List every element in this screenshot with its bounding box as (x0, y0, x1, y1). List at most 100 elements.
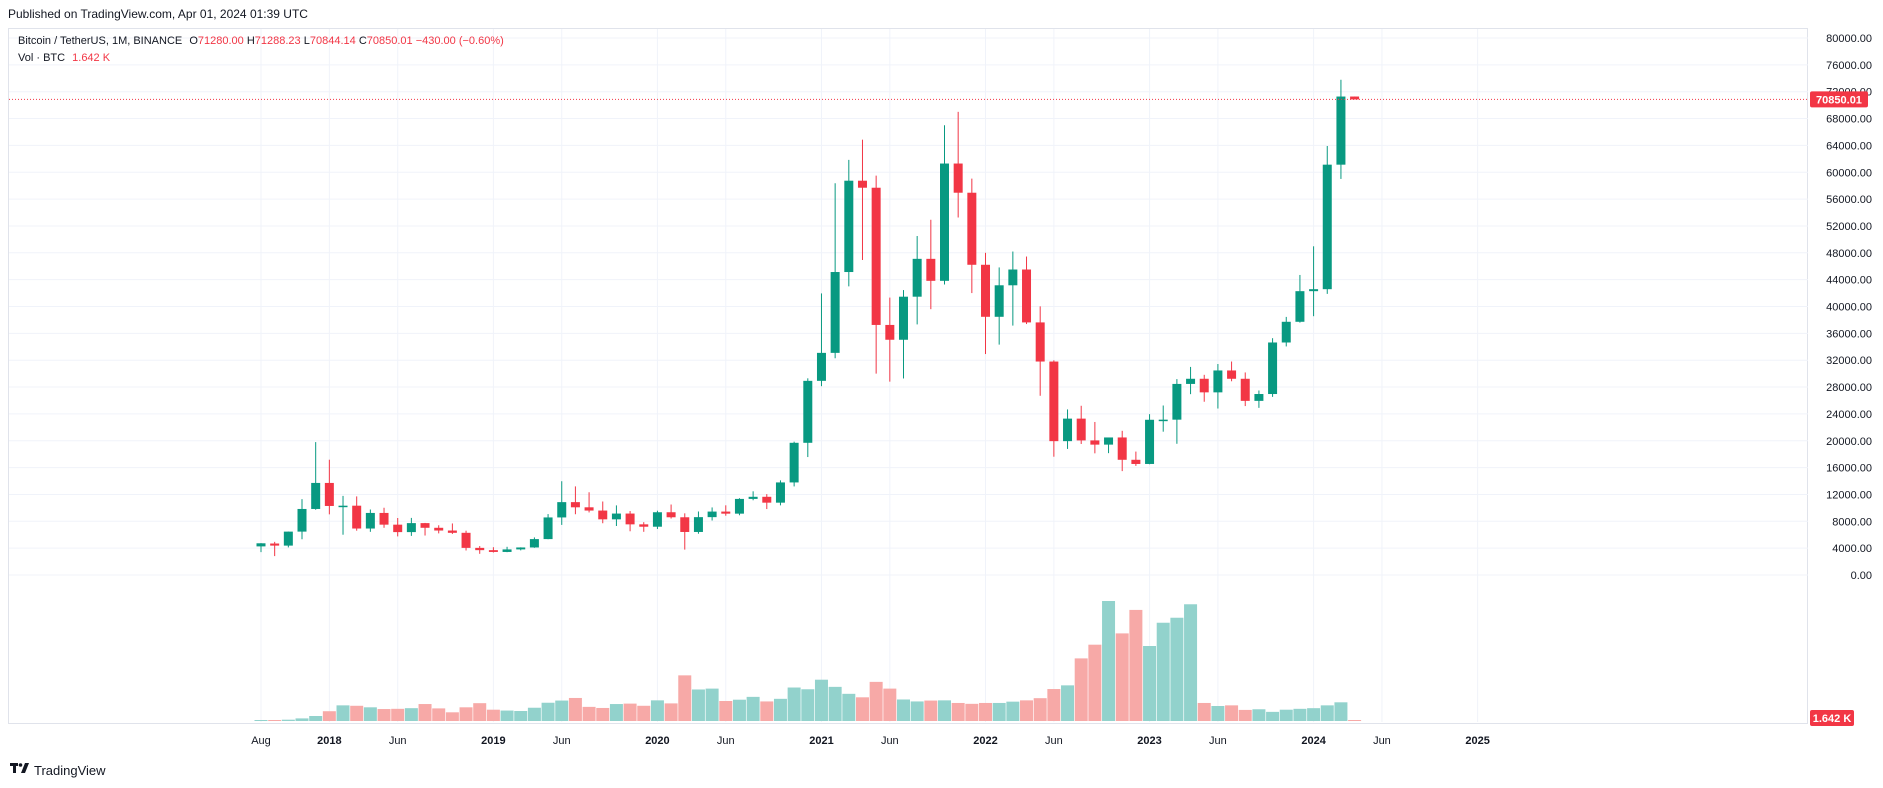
candle-body[interactable] (406, 523, 416, 533)
candle-body[interactable] (365, 512, 375, 529)
candle-body[interactable] (1076, 418, 1086, 441)
candle-body[interactable] (1049, 361, 1059, 442)
candle-body[interactable] (502, 549, 512, 552)
volume-label[interactable]: Vol · BTC (18, 52, 66, 64)
candle-body[interactable] (488, 550, 498, 552)
candle-body[interactable] (912, 258, 922, 297)
volume-bar (1102, 601, 1116, 721)
candle-body[interactable] (516, 547, 526, 550)
candle-body[interactable] (748, 496, 758, 499)
y-tick-label: 24000.00 (1826, 409, 1872, 421)
candle-body[interactable] (967, 192, 977, 265)
candle-body[interactable] (707, 511, 717, 518)
candle-body[interactable] (1022, 269, 1032, 323)
candle-body[interactable] (1145, 419, 1155, 464)
candle-body[interactable] (762, 496, 772, 503)
candle-body[interactable] (420, 523, 430, 528)
candle-body[interactable] (611, 513, 621, 520)
candle-body[interactable] (570, 502, 580, 508)
candle-body[interactable] (830, 272, 840, 353)
volume-bar (582, 706, 596, 721)
candle-body[interactable] (926, 258, 936, 281)
candle-body[interactable] (1309, 289, 1319, 292)
candle-body[interactable] (1035, 322, 1045, 362)
candle-body[interactable] (680, 517, 690, 532)
volume-bar (1006, 701, 1020, 721)
x-tick-label: 2023 (1137, 735, 1161, 747)
candle-body[interactable] (803, 380, 813, 443)
candle-body[interactable] (652, 512, 662, 527)
candle-body[interactable] (789, 442, 799, 483)
volume-bar (363, 707, 377, 721)
candle-body[interactable] (940, 163, 949, 281)
candle-body[interactable] (844, 180, 854, 273)
candle-body[interactable] (1104, 437, 1114, 445)
y-tick-label: 8000.00 (1832, 516, 1872, 528)
candle-body[interactable] (1240, 378, 1250, 401)
candle-body[interactable] (1117, 437, 1127, 460)
candle-body[interactable] (324, 482, 334, 506)
candle-body[interactable] (598, 510, 608, 520)
candle-body[interactable] (857, 180, 867, 188)
candle-body[interactable] (981, 264, 991, 317)
candle-body[interactable] (775, 482, 785, 503)
candle-body[interactable] (1158, 419, 1168, 422)
volume-bar (541, 702, 555, 721)
symbol-name[interactable]: Bitcoin / TetherUS, 1M, BINANCE (18, 35, 183, 47)
candle-body[interactable] (1295, 291, 1305, 322)
candle-body[interactable] (1008, 269, 1018, 286)
volume-bar (705, 688, 719, 721)
candle-body[interactable] (1281, 321, 1291, 343)
tradingview-brand[interactable]: TradingView (10, 763, 106, 778)
candle-body[interactable] (639, 524, 649, 527)
candle-body[interactable] (447, 530, 457, 533)
volume-bar (404, 708, 418, 721)
candle-body[interactable] (1063, 418, 1073, 442)
candle-body[interactable] (1172, 383, 1182, 420)
candle-body[interactable] (1254, 394, 1264, 401)
candle-body[interactable] (1322, 164, 1332, 290)
candle-body[interactable] (338, 505, 348, 508)
candle-body[interactable] (461, 532, 471, 548)
candle-body[interactable] (885, 324, 895, 340)
candle-body[interactable] (1090, 440, 1100, 445)
volume-bar (664, 703, 678, 721)
candle-body[interactable] (311, 482, 321, 509)
candle-body[interactable] (557, 502, 567, 518)
candle-body[interactable] (352, 505, 362, 529)
candle-body[interactable] (994, 285, 1004, 317)
candle-body[interactable] (1213, 370, 1223, 393)
candle-body[interactable] (283, 531, 293, 546)
candle-body[interactable] (666, 512, 676, 518)
candle-body[interactable] (584, 507, 594, 511)
candle-body[interactable] (953, 163, 963, 193)
high-value: 71288.23 (254, 35, 301, 47)
candle-body[interactable] (693, 517, 703, 532)
candle-body[interactable] (475, 547, 485, 551)
candle-body[interactable] (898, 296, 908, 340)
candle-body[interactable] (270, 543, 280, 546)
candle-body[interactable] (379, 512, 389, 525)
candle-body[interactable] (871, 187, 881, 325)
candle-body[interactable] (1227, 370, 1237, 379)
candle-body[interactable] (734, 498, 744, 514)
x-tick-label: 2020 (645, 735, 669, 747)
candle-body[interactable] (1350, 96, 1360, 100)
candle-body[interactable] (297, 508, 307, 532)
candle-body[interactable] (434, 527, 444, 531)
candle-body[interactable] (721, 511, 731, 514)
candle-body[interactable] (543, 517, 553, 540)
candle-body[interactable] (1336, 96, 1346, 165)
candle-body[interactable] (1199, 378, 1209, 393)
candle-body[interactable] (1268, 342, 1278, 395)
candle-body[interactable] (816, 352, 826, 381)
x-tick-label: Jun (1373, 735, 1391, 747)
candle-body[interactable] (256, 543, 266, 547)
candle-body[interactable] (625, 513, 635, 525)
candle-body[interactable] (1186, 378, 1196, 384)
candle-body[interactable] (1131, 459, 1141, 464)
candle-body[interactable] (393, 524, 403, 533)
candle-body[interactable] (529, 539, 539, 548)
chart-frame[interactable] (8, 28, 1808, 724)
